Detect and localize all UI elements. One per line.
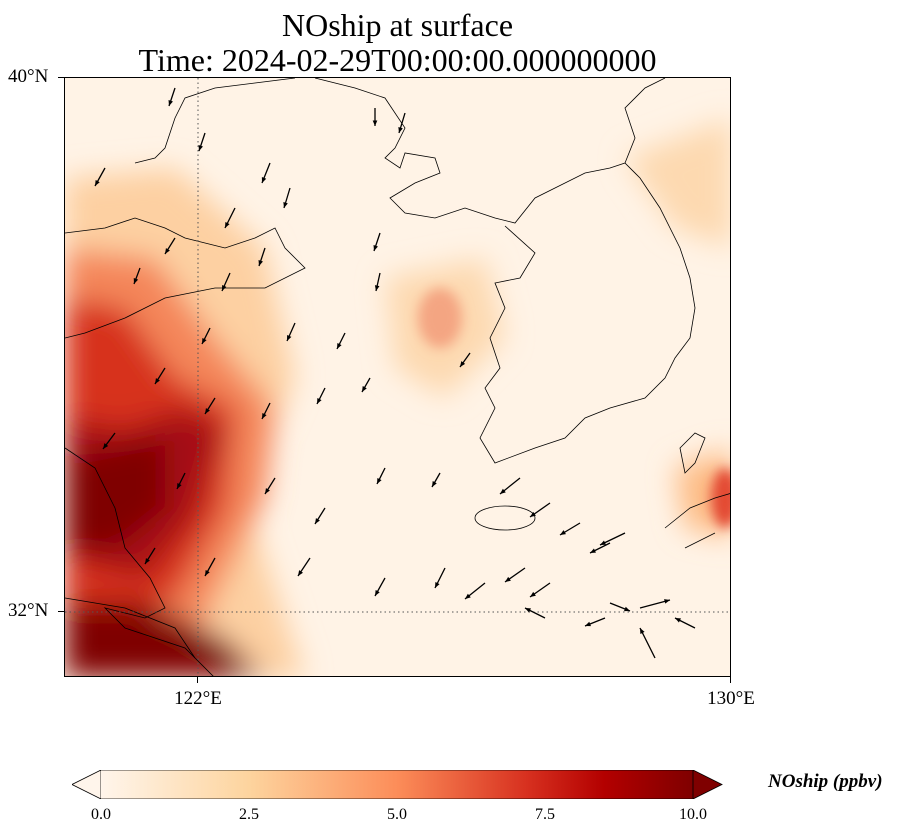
wind-arrow-head [225,222,230,228]
plot-title: NOship at surface [281,7,514,43]
lat-tick [58,611,64,612]
wind-arrow-head [133,278,139,284]
wind-arrow-head [377,478,382,484]
wind-arrow-head [261,177,267,183]
colorbar-min-extend [72,770,102,799]
colorbar [72,770,723,799]
wind-arrow-head [362,386,367,392]
wind-arrow-head [287,335,292,341]
wind-arrow-head [145,558,150,564]
wind-arrow-head [432,481,437,487]
lon-label-130e: 130°E [707,688,755,709]
wind-arrow-head [505,576,511,582]
colorbar-label: NOship (ppbv) [768,771,883,792]
map-panel [64,77,731,677]
wind-arrow-head [95,180,100,186]
lat-label-32n: 32°N [8,600,49,621]
wind-arrow-head [624,606,630,612]
wind-arrow-head [337,343,342,349]
wind-arrow-head [435,582,440,588]
wind-arrow-head [560,530,566,535]
lon-label-122e: 122°E [174,688,222,709]
wind-arrow-head [265,488,270,494]
wind-arrow-head [202,338,207,344]
wind-arrow-head [372,120,378,126]
colorbar-tick: 2.5 [239,806,259,823]
wind-arrow-head [530,591,536,597]
wind-arrow-head [315,518,320,524]
gridlines [65,78,730,676]
wind-arrow-head [664,599,670,604]
wind-arrow-head [222,285,227,291]
lat-label-40n: 40°N [8,66,49,87]
wind-arrow-head [600,540,606,545]
colorbar-gradient [101,770,693,799]
wind-arrow-head [465,593,471,599]
wind-arrow [639,627,656,659]
colorbar-max-extend [692,770,723,799]
concentration-field [65,78,730,676]
wind-arrow-head [283,202,288,208]
lon-tick [730,677,731,683]
wind-arrow-head [165,248,170,254]
wind-arrow-head [375,590,380,596]
wind-arrow-head [262,413,267,419]
wind-arrow-head [374,285,380,291]
wind-arrow-head [155,378,160,384]
wind-arrow-head [590,548,596,553]
wind-arrow-head [398,127,403,133]
wind-arrow-head [525,608,531,613]
lat-tick [58,77,64,78]
coastlines [65,78,730,676]
wind-arrow-head [460,361,466,367]
wind-arrow-head [177,483,182,489]
wind-vectors [94,87,696,659]
wind-arrow-head [198,145,203,151]
wind-arrow-head [258,260,263,266]
plot-subtitle: Time: 2024-02-29T00:00:00.000000000 [138,42,657,78]
colorbar-tick: 0.0 [91,806,111,823]
wind-arrow-head [585,621,591,627]
colorbar-tick: 10.0 [679,806,707,823]
wind-arrow-head [500,488,506,494]
wind-arrow-head [103,443,109,449]
wind-arrow-head [530,511,536,517]
lon-tick [197,677,198,683]
wind-arrow-head [675,618,681,623]
wind-arrow-head [317,398,322,404]
colorbar-tick: 7.5 [535,806,555,823]
wind-arrow-head [298,570,304,576]
wind-arrow-head [168,100,173,106]
colorbar-tick: 5.0 [387,806,407,823]
wind-arrow-head [205,408,210,414]
wind-arrow-head [205,570,210,576]
wind-arrow-head [640,628,645,634]
wind-arrow-head [373,245,378,251]
